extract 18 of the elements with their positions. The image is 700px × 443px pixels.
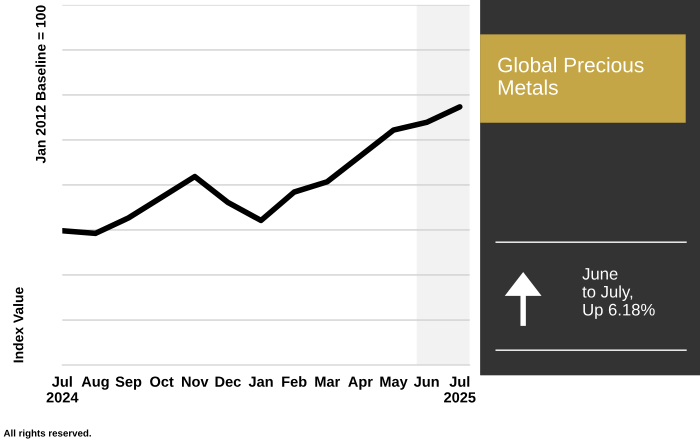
x-tick-label: Jul 2025 bbox=[444, 376, 476, 403]
x-tick-label: Jul 2024 bbox=[46, 376, 78, 403]
x-tick-label: Jan bbox=[248, 376, 273, 387]
text: All rights reserved. bbox=[4, 429, 91, 439]
x-tick-label: Sep bbox=[116, 376, 142, 390]
text: Index Value bbox=[13, 287, 24, 362]
x-tick-label: Feb bbox=[282, 376, 307, 387]
text: June to July, Up 6.18% bbox=[582, 268, 655, 319]
y-axis-title: Jan 2012 Baseline = 100 bbox=[35, 5, 46, 164]
x-tick-label: Oct bbox=[150, 376, 174, 387]
x-tick-label: Apr bbox=[348, 376, 373, 390]
x-tick-label: Mar bbox=[315, 376, 340, 387]
x-tick-label: Dec bbox=[216, 376, 241, 387]
text: Global Precious Metals bbox=[498, 57, 644, 95]
x-tick-label: May bbox=[380, 376, 408, 390]
x-tick-label: Aug bbox=[82, 376, 109, 390]
x-tick-label: Nov bbox=[182, 376, 208, 387]
x-tick-label: Jun bbox=[414, 376, 439, 387]
